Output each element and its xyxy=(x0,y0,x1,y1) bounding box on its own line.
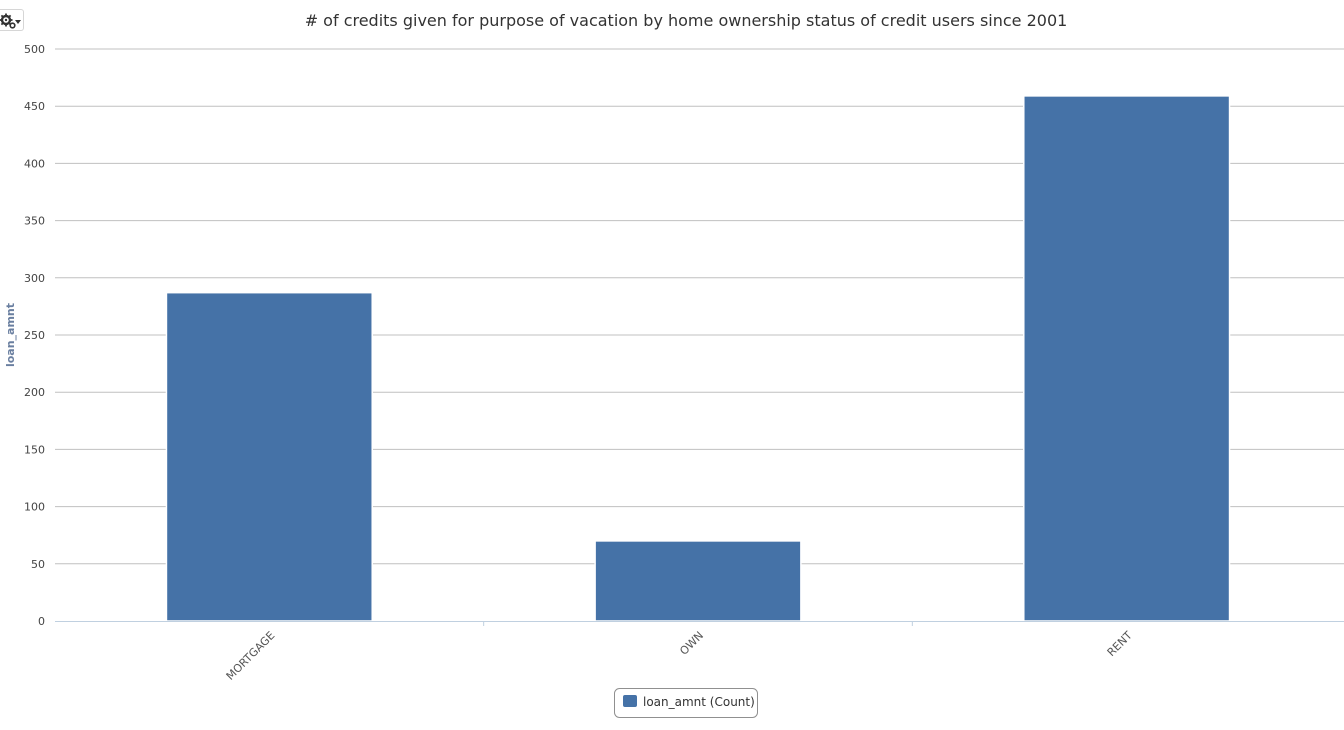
y-tick-label: 500 xyxy=(24,43,45,56)
bar-own[interactable] xyxy=(594,540,802,622)
legend-box xyxy=(614,688,758,718)
y-tick-label: 150 xyxy=(24,443,45,456)
y-tick-label: 250 xyxy=(24,329,45,342)
legend-item-label[interactable]: loan_amnt (Count) xyxy=(643,695,755,709)
x-tick-label: RENT xyxy=(1105,629,1135,659)
legend-swatch xyxy=(623,695,637,707)
chart-settings-button[interactable] xyxy=(0,9,24,31)
x-axis: MORTGAGE OWN RENT xyxy=(55,621,1344,683)
x-tick-label: MORTGAGE xyxy=(224,629,278,683)
y-tick-label: 400 xyxy=(24,157,45,170)
y-tick-label: 50 xyxy=(31,558,45,571)
y-tick-label: 100 xyxy=(24,501,45,514)
bars xyxy=(165,95,1231,622)
gear-icon xyxy=(0,13,16,29)
y-tick-label: 0 xyxy=(38,615,45,628)
y-tick-label: 200 xyxy=(24,386,45,399)
legend[interactable]: loan_amnt (Count) xyxy=(614,688,758,718)
y-axis-tick-labels: 0 50 100 150 200 250 300 350 400 450 500 xyxy=(24,43,45,628)
y-axis-title: loan_amnt xyxy=(4,303,17,367)
caret-down-icon xyxy=(15,20,21,24)
chart-title: # of credits given for purpose of vacati… xyxy=(305,11,1068,30)
bar-mortgage[interactable] xyxy=(165,291,373,622)
bar-rent[interactable] xyxy=(1023,95,1231,622)
y-tick-label: 450 xyxy=(24,100,45,113)
y-tick-label: 350 xyxy=(24,215,45,228)
x-tick-label: OWN xyxy=(677,629,706,658)
y-tick-label: 300 xyxy=(24,272,45,285)
